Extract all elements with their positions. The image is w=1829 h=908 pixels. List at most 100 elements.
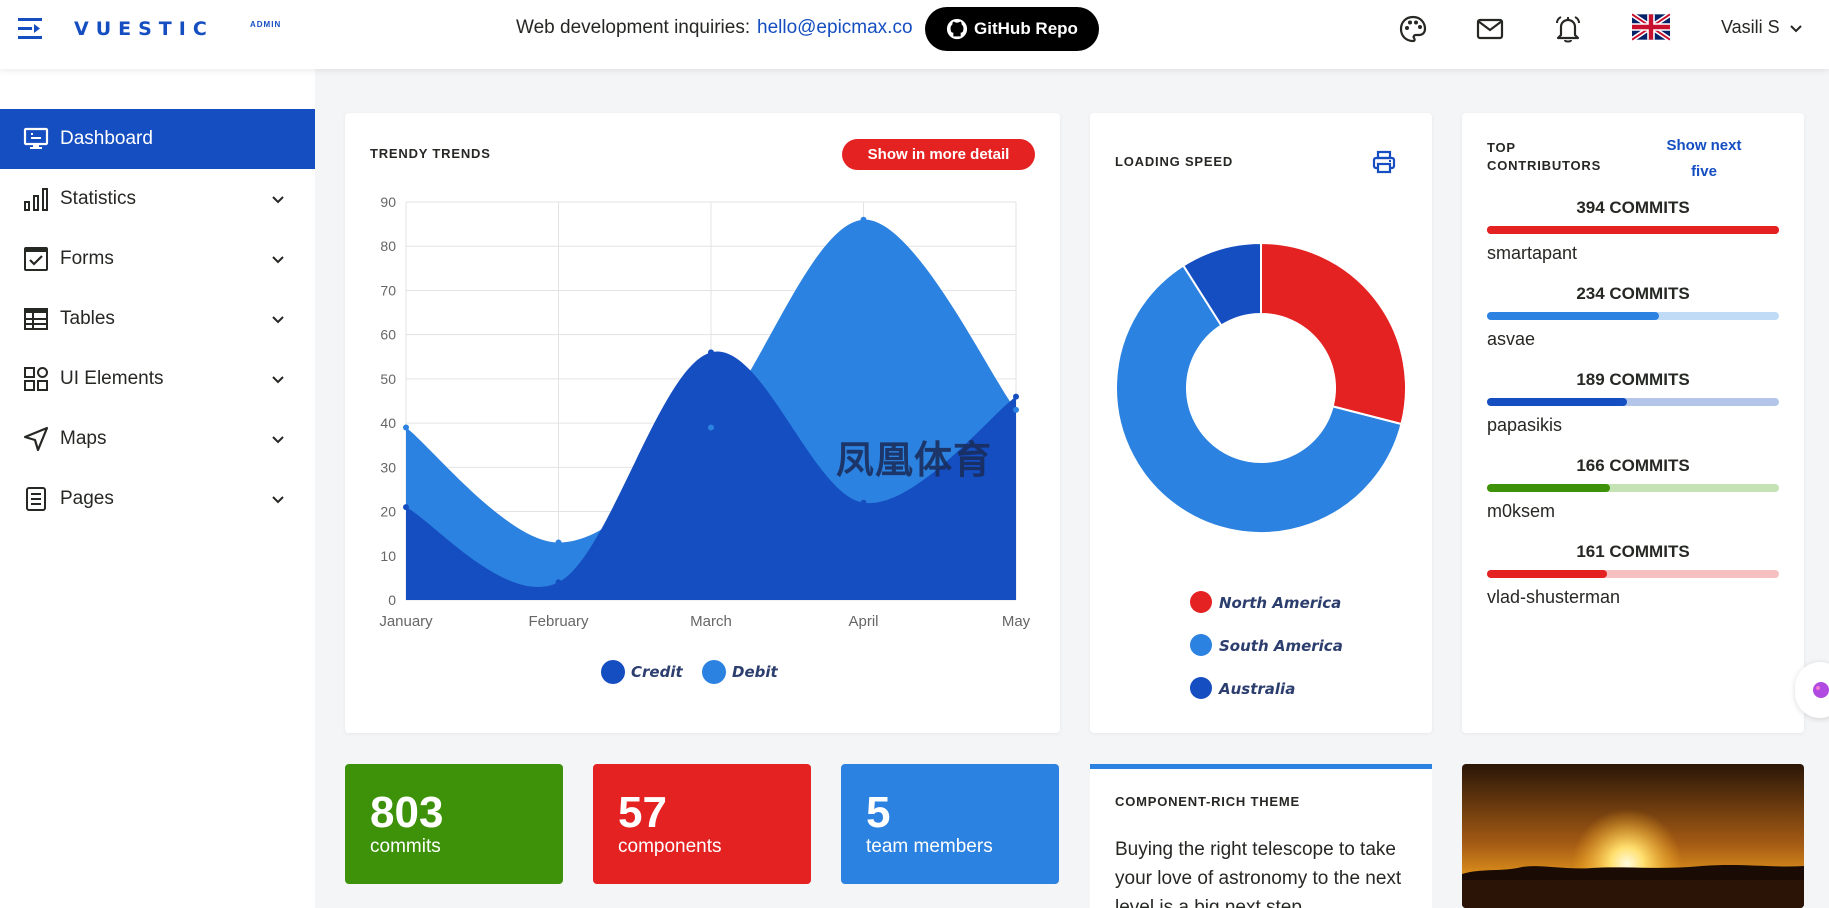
y-tick-label: 50 [380, 371, 396, 387]
document-icon [26, 487, 46, 511]
inquiry-label: Web development inquiries: [516, 17, 751, 38]
data-point-credit [403, 504, 409, 511]
data-point-credit [708, 349, 714, 356]
contributor-progress-fill [1487, 484, 1610, 492]
legend-label[interactable]: Credit [631, 663, 683, 681]
sidebar-item-dashboard[interactable]: Dashboard [0, 109, 315, 169]
stat-card-commits: 803 commits [345, 764, 563, 884]
sidebar-item-label: UI Elements [60, 368, 164, 389]
show-next-line2: five [1691, 163, 1717, 180]
data-point-debit [403, 424, 409, 431]
contributor-name: papasikis [1487, 415, 1563, 435]
trends-card-title: TRENDY TRENDS [370, 146, 491, 161]
loading-speed-title: LOADING SPEED [1115, 154, 1234, 169]
contributor-commits: 166 COMMITS [1576, 456, 1690, 475]
legend-marker [1190, 591, 1212, 613]
menu-icon[interactable] [16, 16, 46, 42]
floating-settings-button[interactable] [1795, 662, 1829, 718]
legend-marker [601, 660, 625, 684]
github-icon [946, 18, 968, 40]
sidebar-item-label: Forms [60, 248, 114, 269]
sidebar-item-label: Pages [60, 488, 114, 509]
sidebar-item-maps[interactable]: Maps [0, 409, 315, 469]
sidebar-item-pages[interactable]: Pages [0, 469, 315, 529]
series-area-credit [406, 351, 1016, 600]
contributor-progress-fill [1487, 226, 1779, 234]
show-next-five-link[interactable]: Show next five [1650, 133, 1758, 185]
data-point-debit [860, 216, 867, 223]
chevron-down-icon [272, 256, 284, 264]
github-repo-label: GitHub Repo [974, 19, 1078, 38]
y-tick-label: 70 [380, 282, 396, 298]
grid-icon [24, 367, 48, 391]
y-tick-label: 60 [380, 327, 396, 343]
chevron-down-icon [272, 436, 284, 444]
contributor-progress-bar [1487, 312, 1779, 320]
stat-label: team members [866, 836, 993, 857]
show-next-line1: Show next [1666, 137, 1742, 154]
navigation-icon [23, 426, 49, 452]
contributors-title-line1: TOP [1487, 140, 1516, 155]
logo-text[interactable]: VUESTIC [74, 18, 214, 40]
sidebar-item-label: Maps [60, 428, 107, 449]
github-repo-button[interactable]: GitHub Repo [925, 7, 1099, 51]
contributor-progress-bar [1487, 570, 1779, 578]
y-tick-label: 40 [380, 415, 396, 431]
chevron-down-icon [1789, 24, 1802, 32]
data-point-credit [555, 579, 562, 586]
user-menu[interactable]: Vasili S [1721, 17, 1804, 38]
palette-icon [1813, 682, 1829, 698]
data-point-credit [860, 499, 867, 506]
palette-icon[interactable] [1398, 14, 1428, 44]
contributor-progress-bar [1487, 226, 1779, 234]
legend-label[interactable]: South America [1219, 637, 1343, 655]
uk-flag-icon[interactable] [1632, 12, 1670, 42]
contributor-commits: 189 COMMITS [1576, 370, 1690, 389]
contributor-progress-fill [1487, 312, 1660, 320]
mail-icon[interactable] [1475, 14, 1505, 44]
printer-icon[interactable] [1371, 149, 1397, 175]
y-tick-label: 10 [380, 548, 396, 564]
sidebar-item-tables[interactable]: Tables [0, 289, 315, 349]
sidebar-item-label: Dashboard [60, 128, 153, 149]
stat-value: 803 [370, 788, 444, 837]
contributor-commits: 161 COMMITS [1576, 542, 1690, 561]
legend-label[interactable]: Australia [1218, 680, 1295, 698]
x-tick-label: February [528, 613, 589, 630]
stat-card-team-members: 5 team members [841, 764, 1059, 884]
theme-card-title: COMPONENT-RICH THEME [1115, 794, 1300, 809]
donut-slice [1181, 241, 1262, 327]
stat-value: 57 [618, 788, 667, 837]
watermark-text: 凤凰体育 [836, 438, 993, 482]
legend-marker [1190, 677, 1212, 699]
monitor-icon [23, 127, 49, 149]
sidebar-item-ui-elements[interactable]: UI Elements [0, 349, 315, 409]
trends-area-chart: 0 10 20 30 40 50 60 70 80 90 January February March A… [379, 194, 1031, 684]
data-point-debit [555, 539, 562, 546]
y-tick-label: 80 [380, 238, 396, 254]
legend-label[interactable]: Debit [732, 663, 779, 681]
stat-label: components [618, 836, 722, 857]
sidebar-item-statistics[interactable]: Statistics [0, 169, 315, 229]
stat-card-components: 57 components [593, 764, 811, 884]
bell-icon[interactable] [1553, 14, 1583, 44]
top-contributors-card [1462, 113, 1804, 733]
contributor-progress-bar [1487, 398, 1779, 406]
show-more-detail-button[interactable]: Show in more detail [842, 139, 1035, 170]
data-point-debit [708, 424, 714, 431]
x-tick-label: March [690, 613, 732, 630]
donut-slice [1115, 264, 1403, 534]
bar-chart-icon [24, 188, 48, 211]
inquiry-email-link[interactable]: hello@epicmax.co [757, 17, 913, 38]
contributor-name: vlad-shusterman [1487, 587, 1621, 607]
y-tick-label: 0 [388, 592, 396, 608]
sidebar-item-label: Statistics [60, 188, 137, 209]
sidebar-item-label: Tables [60, 308, 115, 329]
legend-label[interactable]: North America [1219, 594, 1341, 612]
sidebar-item-forms[interactable]: Forms [0, 229, 315, 289]
x-tick-label: April [848, 613, 878, 630]
legend-marker [702, 660, 726, 684]
contributor-progress-fill [1487, 398, 1628, 406]
data-point-credit [1013, 393, 1019, 400]
y-tick-label: 30 [380, 459, 396, 475]
